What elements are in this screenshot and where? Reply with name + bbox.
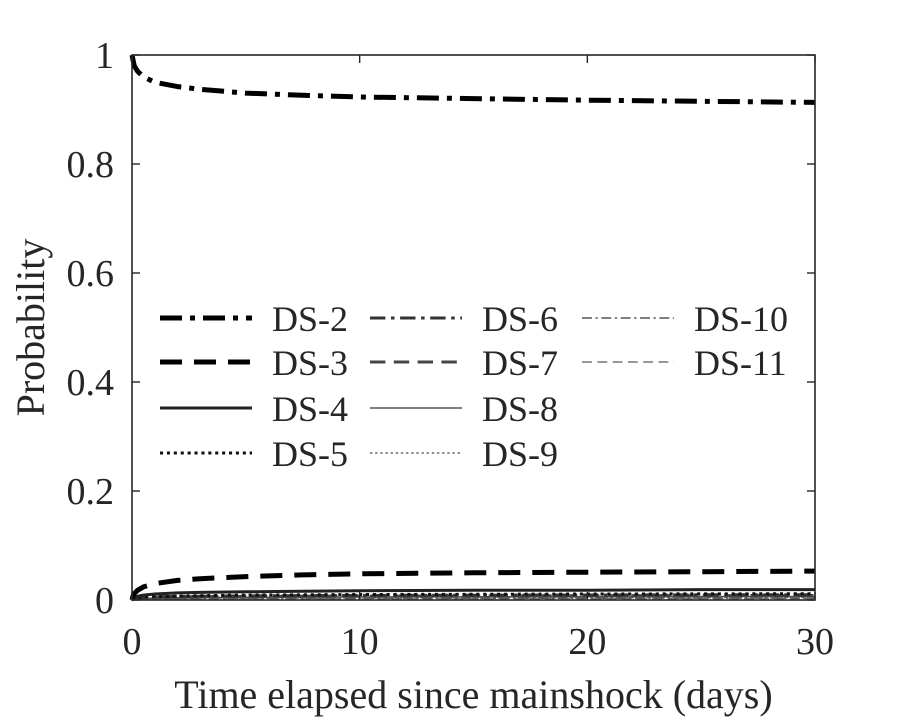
plot-frame (131, 54, 816, 601)
y-tick-label: 1 (95, 35, 114, 77)
y-tick-label: 0.6 (67, 253, 115, 295)
legend-label-ds-7: DS-7 (482, 343, 558, 383)
legend-label-ds-5: DS-5 (272, 434, 348, 474)
legend-label-ds-2: DS-2 (272, 299, 348, 339)
tick-marks (131, 54, 816, 601)
y-tick-label: 0.4 (67, 362, 115, 404)
legend-label-ds-8: DS-8 (482, 389, 558, 429)
y-axis-label: Probability (8, 239, 53, 417)
legend-label-ds-6: DS-6 (482, 299, 558, 339)
series-line-ds-2 (129, 54, 816, 105)
y-tick-labels: 0 0.2 0.4 0.6 0.8 1 (67, 35, 115, 622)
x-tick-label: 20 (568, 621, 606, 663)
legend-label-ds-3: DS-3 (272, 343, 348, 383)
y-tick-label: 0.2 (67, 471, 115, 513)
y-tick-label: 0.8 (67, 144, 115, 186)
x-tick-label: 0 (123, 621, 142, 663)
x-tick-labels: 0 10 20 30 (123, 621, 835, 663)
legend-label-ds-11: DS-11 (694, 343, 787, 383)
legend: DS-2DS-3 DS-4 DS-5 DS-6DS-7 DS-8 DS-9 DS-10DS-… (160, 299, 788, 474)
y-tick-label: 0 (95, 580, 114, 622)
x-tick-label: 10 (341, 621, 379, 663)
x-axis-label: Time elapsed since mainshock (days) (174, 672, 772, 717)
x-tick-label: 30 (796, 621, 834, 663)
legend-label-ds-9: DS-9 (482, 434, 558, 474)
legend-label-ds-4: DS-4 (272, 389, 348, 429)
series-line-ds-4 (130, 588, 815, 601)
series-line-ds-3 (129, 568, 816, 601)
legend-label-ds-10: DS-10 (694, 299, 788, 339)
